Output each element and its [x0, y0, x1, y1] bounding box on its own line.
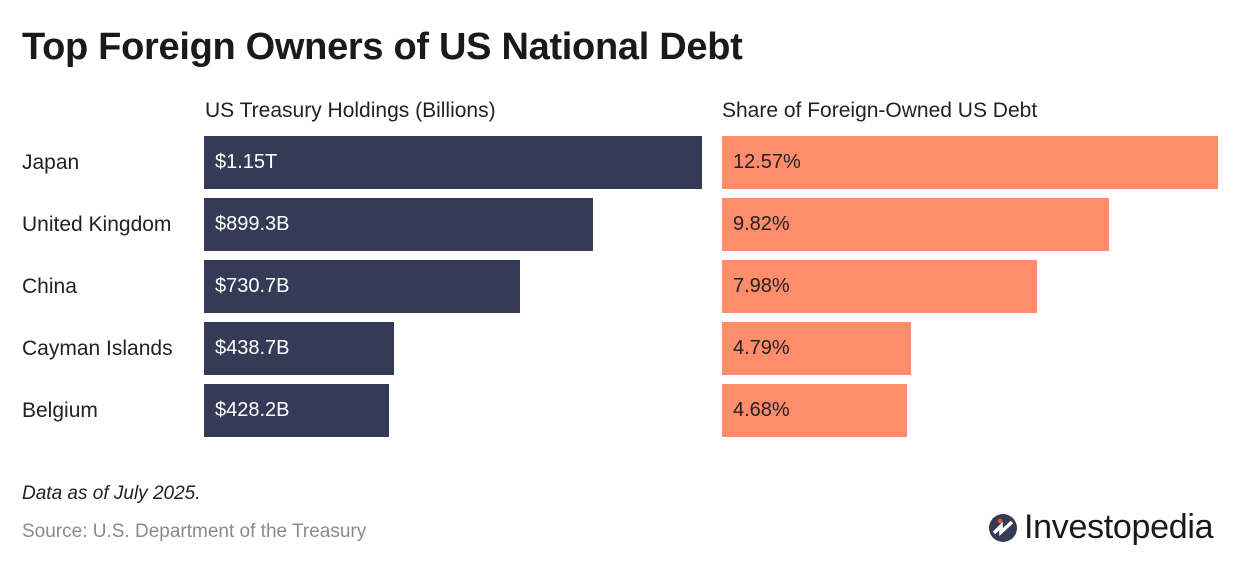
source-text: Source: U.S. Department of the Treasury — [22, 521, 367, 542]
holdings-bar: $899.3B — [204, 198, 594, 251]
category-label: Japan — [22, 151, 80, 174]
holdings-bar: $438.7B — [204, 322, 394, 375]
data-label: $438.7B — [215, 337, 290, 359]
data-label: 9.82% — [733, 213, 790, 235]
category-label: United Kingdom — [22, 213, 172, 236]
data-label: $730.7B — [215, 275, 290, 297]
data-label: 12.57% — [733, 151, 801, 173]
data-label: 4.79% — [733, 337, 790, 359]
chart-title: Top Foreign Owners of US National Debt — [22, 26, 743, 68]
share-header: Share of Foreign-Owned US Debt — [722, 99, 1038, 122]
data-label: $1.15T — [215, 151, 278, 173]
share-bar: 7.98% — [722, 260, 1037, 313]
data-label: $428.2B — [215, 399, 290, 421]
category-label: China — [22, 275, 77, 298]
holdings-bar: $730.7B — [204, 260, 521, 313]
share-bar: 4.68% — [722, 384, 907, 437]
data-label: 4.68% — [733, 399, 790, 421]
investopedia-logo: Investopedia — [988, 508, 1214, 547]
holdings-bar: $428.2B — [204, 384, 390, 437]
data-label: $899.3B — [215, 213, 290, 235]
data-label: 7.98% — [733, 275, 790, 297]
investopedia-logo-icon — [989, 513, 1017, 542]
share-bar: 4.79% — [722, 322, 911, 375]
logo-text: Investopedia — [1024, 508, 1214, 546]
holdings-bar: $1.15T — [204, 136, 702, 189]
share-bar: 12.57% — [722, 136, 1218, 189]
data-note: Data as of July 2025. — [22, 483, 201, 504]
category-label: Belgium — [22, 399, 98, 422]
category-label: Cayman Islands — [22, 337, 173, 360]
holdings-header: US Treasury Holdings (Billions) — [205, 99, 496, 122]
share-bar: 9.82% — [722, 198, 1110, 251]
